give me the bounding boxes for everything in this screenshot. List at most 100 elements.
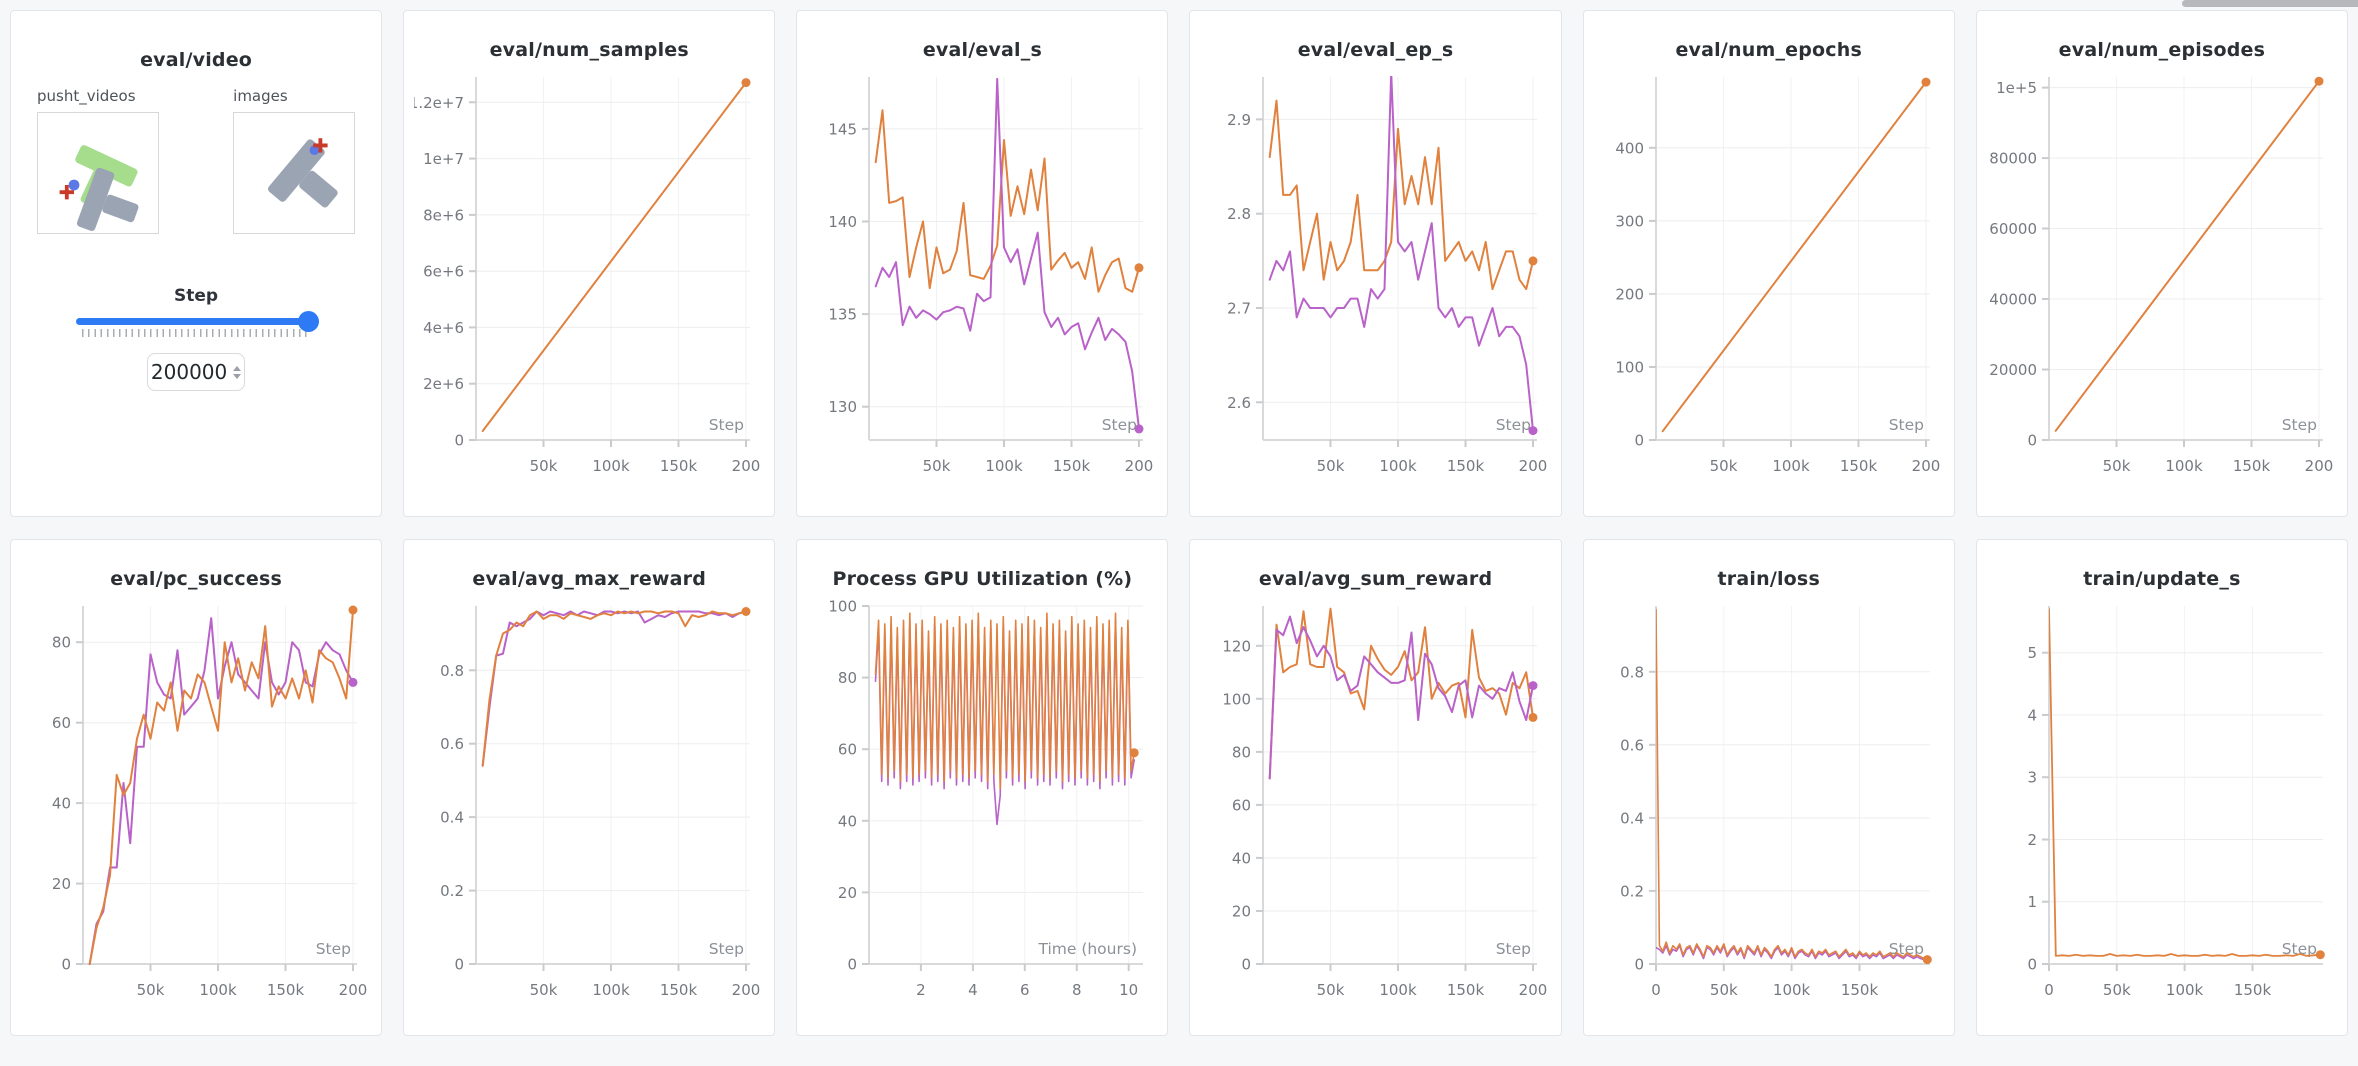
line-chart-eval-pc-success[interactable]: 50k 100k 150k 200 0 20 40 60 80 Step xyxy=(21,594,371,1014)
svg-text:100: 100 xyxy=(1222,690,1251,708)
svg-text:145: 145 xyxy=(829,120,858,138)
panel-train-update-s: train/update_s 0 50k 100k 150k 0 1 2 3 4 5 Step xyxy=(1975,539,2348,1036)
svg-text:80: 80 xyxy=(1231,743,1250,761)
svg-text:0.6: 0.6 xyxy=(1620,736,1644,754)
panel-title: eval/eval_ep_s xyxy=(1297,39,1454,61)
svg-text:2: 2 xyxy=(917,981,927,999)
panel-eval-video: eval/video pusht_videos xyxy=(10,10,383,517)
svg-text:150k: 150k xyxy=(2234,981,2272,999)
svg-text:0: 0 xyxy=(455,432,465,450)
svg-text:150k: 150k xyxy=(2233,457,2271,475)
svg-text:60000: 60000 xyxy=(1989,220,2037,238)
svg-text:200: 200 xyxy=(732,981,761,999)
svg-text:8e+6: 8e+6 xyxy=(423,206,464,224)
svg-text:0: 0 xyxy=(1241,956,1251,974)
svg-text:50k: 50k xyxy=(1710,981,1738,999)
line-chart-train-update-s[interactable]: 0 50k 100k 150k 0 1 2 3 4 5 Step xyxy=(1987,594,2337,1014)
svg-text:0.8: 0.8 xyxy=(1620,663,1644,681)
line-chart-eval-num-episodes[interactable]: 50k 100k 150k 200 0 20000 40000 60000 80000 1e+5 S… xyxy=(1987,65,2337,490)
gray-t-shape xyxy=(76,167,139,231)
svg-text:Step: Step xyxy=(1495,416,1530,434)
horizontal-scrollbar-thumb[interactable] xyxy=(2182,0,2358,7)
svg-text:100k: 100k xyxy=(2166,981,2204,999)
panel-title: eval/pc_success xyxy=(110,568,282,590)
svg-text:200: 200 xyxy=(2305,457,2334,475)
svg-text:120: 120 xyxy=(1222,637,1251,655)
svg-text:Time (hours): Time (hours) xyxy=(1038,940,1138,958)
svg-text:6e+6: 6e+6 xyxy=(423,263,464,281)
svg-text:0: 0 xyxy=(1651,981,1661,999)
panel-title: Process GPU Utilization (%) xyxy=(832,568,1133,590)
step-number-input[interactable]: 200000 xyxy=(147,353,246,391)
panel-gpu-utilization: Process GPU Utilization (%) 2 4 6 8 10 0 20 40 6… xyxy=(796,539,1169,1036)
panel-title: eval/eval_s xyxy=(922,39,1042,61)
panel-title: eval/num_episodes xyxy=(2058,39,2266,61)
svg-text:50k: 50k xyxy=(1709,457,1737,475)
svg-text:5: 5 xyxy=(2027,644,2037,662)
media-item-pusht-videos: pusht_videos xyxy=(37,87,159,234)
svg-text:100k: 100k xyxy=(1773,981,1811,999)
line-chart-eval-eval-s[interactable]: 50k 100k 150k 200 130 135 140 145 Step xyxy=(807,65,1157,490)
svg-text:200: 200 xyxy=(1518,981,1547,999)
pusht-frame xyxy=(59,145,139,231)
svg-text:0.8: 0.8 xyxy=(440,662,464,680)
svg-text:Step: Step xyxy=(2282,416,2317,434)
slider-track[interactable] xyxy=(76,318,317,325)
svg-text:40: 40 xyxy=(52,795,71,813)
panel-eval-num-epochs: eval/num_epochs 50k 100k 150k 200 0 100 200 300… xyxy=(1582,10,1955,517)
svg-text:50k: 50k xyxy=(1316,457,1344,475)
svg-text:0.2: 0.2 xyxy=(440,882,464,900)
svg-text:100k: 100k xyxy=(1772,457,1810,475)
media-item-images: images xyxy=(233,87,356,234)
agent-dot xyxy=(309,145,320,155)
panel-eval-avg-sum-reward: eval/avg_sum_reward 50k 100k 150k 200 0 20 40 6… xyxy=(1189,539,1562,1036)
svg-text:40000: 40000 xyxy=(1989,291,2037,309)
svg-text:2: 2 xyxy=(2027,831,2037,849)
svg-text:80: 80 xyxy=(52,634,71,652)
svg-text:140: 140 xyxy=(829,213,858,231)
line-chart-eval-num-epochs[interactable]: 50k 100k 150k 200 0 100 200 300 400 Step xyxy=(1594,65,1944,490)
svg-text:200: 200 xyxy=(339,981,368,999)
svg-text:40: 40 xyxy=(1231,849,1250,867)
line-chart-eval-eval-ep-s[interactable]: 50k 100k 150k 200 2.6 2.7 2.8 2.9 Step xyxy=(1201,65,1551,490)
line-chart-eval-num-samples[interactable]: 50k 100k 150k 200 0 2e+6 4e+6 6e+6 8e+6 1e+7 1.2e+… xyxy=(414,65,764,490)
number-spinner[interactable] xyxy=(233,365,242,379)
video-thumbnail-pusht[interactable] xyxy=(37,112,159,234)
line-chart-eval-avg-max-reward[interactable]: 50k 100k 150k 200 0 0.2 0.4 0.6 0.8 Step xyxy=(414,594,764,1014)
panel-eval-pc-success: eval/pc_success 50k 100k 150k 200 0 20 40 60 80 S… xyxy=(10,539,383,1036)
agent-dot xyxy=(68,179,80,191)
panel-eval-eval-s: eval/eval_s 50k 100k 150k 200 130 135 140 145 St… xyxy=(796,10,1169,517)
slider-thumb[interactable] xyxy=(298,311,320,332)
panel-eval-avg-max-reward: eval/avg_max_reward 50k 100k 150k 200 0 0.2 0.… xyxy=(403,539,776,1036)
svg-text:20: 20 xyxy=(838,884,857,902)
svg-text:0: 0 xyxy=(1634,956,1644,974)
svg-text:20: 20 xyxy=(1231,903,1250,921)
svg-text:8: 8 xyxy=(1072,981,1082,999)
target-cross-icon xyxy=(59,185,74,200)
spinner-up-icon[interactable] xyxy=(233,365,242,371)
image-thumbnail[interactable] xyxy=(233,112,356,234)
svg-text:150k: 150k xyxy=(1840,457,1878,475)
panel-eval-num-samples: eval/num_samples 50k 100k 150k 200 0 2e+6 4e+6… xyxy=(403,10,776,517)
svg-text:200: 200 xyxy=(732,457,761,475)
line-chart-eval-avg-sum-reward[interactable]: 50k 100k 150k 200 0 20 40 60 80 100 120 Step xyxy=(1201,594,1551,1014)
svg-text:Step: Step xyxy=(709,416,744,434)
svg-text:150k: 150k xyxy=(267,981,305,999)
panel-title: eval/video xyxy=(140,49,253,71)
svg-text:Step: Step xyxy=(709,940,744,958)
step-slider-label: Step xyxy=(174,286,219,306)
media-label: images xyxy=(233,87,288,105)
step-slider[interactable] xyxy=(76,311,320,332)
svg-text:60: 60 xyxy=(1231,796,1250,814)
svg-text:0: 0 xyxy=(848,956,858,974)
svg-text:200: 200 xyxy=(1615,285,1644,303)
svg-text:150k: 150k xyxy=(660,457,698,475)
svg-text:400: 400 xyxy=(1615,139,1644,157)
svg-text:10: 10 xyxy=(1120,981,1139,999)
svg-text:100k: 100k xyxy=(199,981,237,999)
svg-text:Step: Step xyxy=(1102,416,1137,434)
spinner-down-icon[interactable] xyxy=(233,373,242,379)
svg-text:150k: 150k xyxy=(1053,457,1091,475)
